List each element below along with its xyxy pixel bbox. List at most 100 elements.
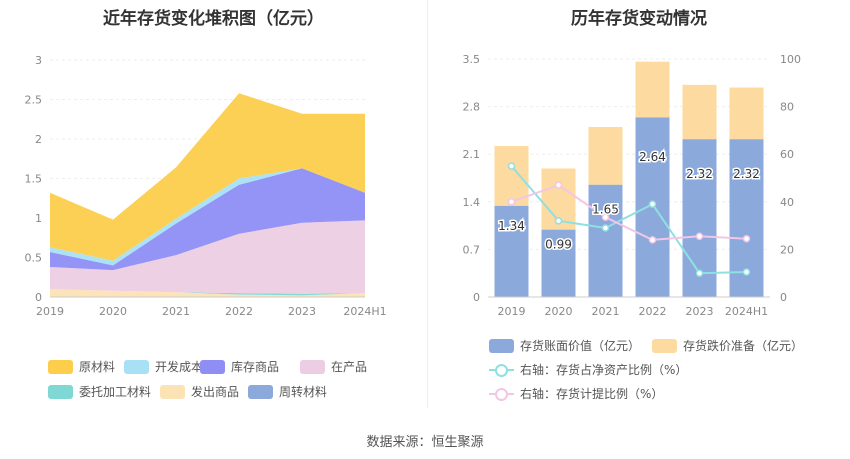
bar-impairment-reserve	[729, 87, 764, 140]
right-chart-left-y-tick: 0	[473, 291, 480, 304]
bar-value-label: 2.32	[733, 167, 760, 181]
bar-book-value	[494, 205, 529, 297]
left-x-tick-label: 2022	[225, 305, 253, 318]
bar-value-label: 1.34	[498, 219, 525, 233]
right-legend-item[interactable]: 右轴：存货占净资产比例（%）	[489, 361, 687, 378]
left-y-tick-label: 1.5	[25, 173, 43, 186]
bar-impairment-reserve	[682, 84, 717, 140]
bar-value-label: 2.32	[686, 167, 713, 181]
line-point-2	[507, 162, 516, 170]
left-legend-item[interactable]: 原材料	[48, 358, 115, 375]
left-y-tick-label: 0.5	[25, 252, 43, 265]
right-x-tick-label: 2020	[545, 305, 573, 318]
legend-label: 委托加工材料	[79, 385, 152, 399]
line-point-3	[507, 198, 516, 206]
legend-label: 右轴：存货占净资产比例（%）	[520, 363, 688, 377]
legend-label: 存货跌价准备（亿元）	[683, 339, 804, 353]
line-point-3	[742, 234, 751, 243]
bar-value-label: 2.64	[639, 150, 666, 164]
legend-swatch	[160, 384, 185, 399]
right-x-tick-label: 2024H1	[725, 305, 768, 318]
right-chart-right-y-tick: 20	[780, 243, 794, 256]
bar-impairment-reserve	[588, 127, 623, 185]
line-point-2	[554, 217, 563, 225]
right-chart-left-y-tick: 3.5	[463, 53, 481, 66]
line-point-3	[648, 236, 657, 244]
line-point-3	[601, 213, 610, 222]
area-发出商品	[50, 289, 365, 297]
area-库存商品	[50, 168, 365, 271]
left-legend-item[interactable]: 在产品	[300, 358, 367, 375]
left-y-tick-label: 1	[35, 212, 42, 225]
line-point-2	[601, 224, 610, 232]
right-chart-left-y-tick: 2.1	[463, 148, 481, 161]
legend-swatch	[300, 359, 325, 374]
right-chart-right-y-tick: 100	[780, 53, 801, 66]
legend-label: 存货账面价值（亿元）	[520, 339, 641, 353]
legend-swatch	[489, 338, 514, 353]
left-legend-item[interactable]: 周转材料	[248, 383, 327, 400]
line-point-2	[695, 269, 704, 277]
left-x-tick-label: 2019	[36, 305, 64, 318]
left-chart-title: 近年存货变化堆积图（亿元）	[103, 9, 324, 29]
right-x-tick-label: 2019	[498, 305, 526, 318]
right-legend-item[interactable]: 右轴：存货计提比例（%）	[489, 385, 663, 402]
right-chart-right-y-tick: 60	[780, 148, 794, 161]
legend-swatch	[124, 359, 149, 374]
legend-label: 在产品	[331, 360, 368, 374]
right-chart-left-y-tick: 1.4	[463, 196, 481, 209]
left-y-tick-label: 3	[35, 54, 42, 67]
bar-impairment-reserve	[635, 61, 670, 118]
legend-line-symbol	[489, 363, 514, 377]
left-y-tick-label: 0	[35, 291, 42, 304]
line-series-3	[511, 183, 747, 241]
legend-swatch	[48, 384, 73, 399]
legend-line-symbol	[489, 387, 514, 401]
legend-label: 发出商品	[191, 385, 240, 399]
right-x-tick-label: 2022	[639, 305, 667, 318]
bar-book-value	[541, 229, 576, 297]
left-x-tick-label: 2021	[162, 305, 190, 318]
legend-label: 库存商品	[231, 360, 280, 374]
legend-marker	[495, 387, 508, 401]
area-委托加工材料	[50, 289, 365, 296]
area-原材料	[50, 93, 365, 261]
line-point-3	[554, 181, 563, 189]
bar-impairment-reserve	[494, 146, 529, 206]
left-legend-item[interactable]: 发出商品	[160, 383, 239, 400]
right-x-tick-label: 2021	[592, 305, 620, 318]
line-point-2	[742, 268, 751, 276]
legend-swatch	[652, 338, 677, 353]
left-x-tick-label: 2024H1	[343, 305, 386, 318]
right-chart-right-y-tick: 40	[780, 196, 794, 209]
right-chart-right-y-tick: 0	[780, 291, 787, 304]
legend-marker	[495, 363, 508, 377]
bar-value-label: 0.99	[545, 237, 572, 251]
legend-label: 原材料	[79, 360, 116, 374]
data-source-note: 数据来源：恒生聚源	[366, 435, 484, 450]
legend-label: 周转材料	[279, 385, 328, 399]
legend-label: 开发成本	[155, 360, 204, 374]
left-legend-item[interactable]: 库存商品	[200, 358, 279, 375]
left-x-tick-label: 2023	[288, 305, 316, 318]
legend-swatch	[248, 384, 273, 399]
bar-book-value	[588, 184, 623, 297]
left-y-tick-label: 2	[35, 133, 42, 146]
legend-swatch	[200, 359, 225, 374]
right-x-tick-label: 2023	[686, 305, 714, 318]
area-在产品	[50, 220, 365, 294]
line-series-2	[510, 165, 747, 275]
right-chart-right-y-tick: 80	[780, 101, 794, 114]
legend-swatch	[48, 359, 73, 374]
left-y-tick-label: 2.5	[25, 94, 43, 107]
right-chart-left-y-tick: 2.8	[463, 101, 481, 114]
left-x-tick-label: 2020	[99, 305, 127, 318]
right-chart-title: 历年存货变动情况	[571, 9, 707, 29]
right-legend-item[interactable]: 存货账面价值（亿元）	[489, 337, 640, 354]
right-chart-left-y-tick: 0.7	[463, 243, 481, 256]
left-legend-item[interactable]: 委托加工材料	[48, 383, 151, 400]
chart-divider	[427, 0, 428, 408]
left-legend-item[interactable]: 开发成本	[124, 358, 203, 375]
right-legend-item[interactable]: 存货跌价准备（亿元）	[652, 337, 803, 354]
